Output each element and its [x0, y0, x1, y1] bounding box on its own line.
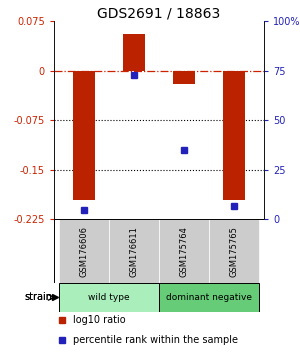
Bar	[73, 71, 95, 200]
Text: percentile rank within the sample: percentile rank within the sample	[73, 335, 238, 345]
Text: GSM175765: GSM175765	[230, 226, 238, 277]
Bar	[209, 219, 259, 283]
Text: GSM176611: GSM176611	[130, 226, 139, 277]
Text: wild type: wild type	[88, 293, 130, 302]
Text: GSM175764: GSM175764	[179, 226, 188, 277]
Bar	[173, 71, 195, 84]
Bar	[109, 219, 159, 283]
Text: dominant negative: dominant negative	[166, 293, 252, 302]
Text: strain: strain	[25, 292, 52, 302]
Bar	[223, 71, 245, 200]
Bar	[159, 283, 259, 312]
Bar	[59, 283, 159, 312]
Text: strain: strain	[25, 292, 52, 302]
Bar	[59, 219, 109, 283]
Text: log10 ratio: log10 ratio	[73, 315, 125, 325]
Bar	[123, 34, 145, 71]
Text: GSM176606: GSM176606	[80, 226, 88, 277]
Bar	[159, 219, 209, 283]
Title: GDS2691 / 18863: GDS2691 / 18863	[98, 6, 220, 20]
